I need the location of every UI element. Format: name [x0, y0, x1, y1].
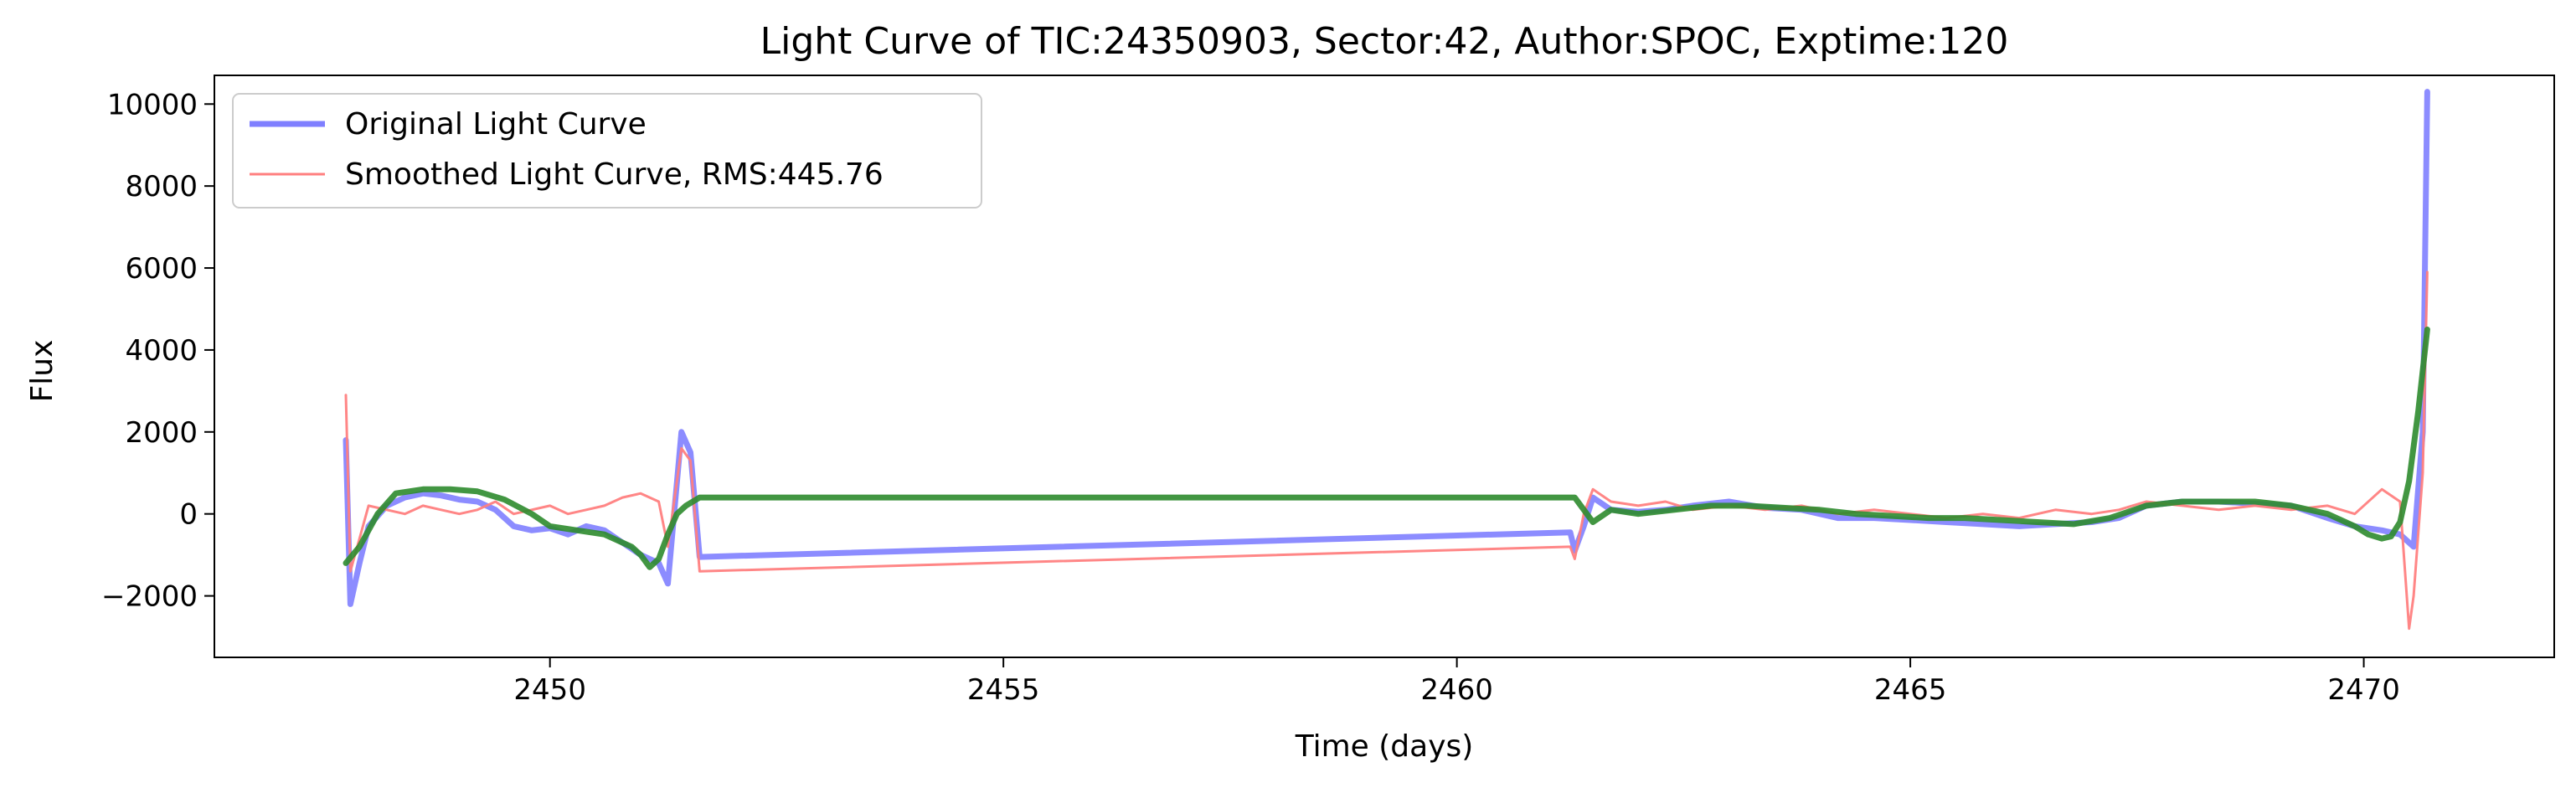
y-axis: −2000 0 2000 4000 6000 8000 10000 — [101, 88, 214, 614]
legend: Original Light Curve Smoothed Light Curve… — [232, 93, 982, 209]
y-tick-label: 8000 — [125, 170, 198, 203]
y-tick-label: 4000 — [125, 334, 198, 368]
y-tick-label: 0 — [179, 498, 198, 532]
x-tick-label: 2465 — [1874, 673, 1947, 707]
series-line-1 — [344, 270, 2429, 631]
series-layer — [343, 89, 2430, 631]
legend-label: Smoothed Light Curve, RMS:445.76 — [345, 157, 884, 192]
x-axis: 2450 2455 2460 2465 2470 — [513, 657, 2400, 707]
y-tick-label: 6000 — [125, 252, 198, 286]
x-tick-label: 2470 — [2327, 673, 2400, 707]
x-tick-label: 2455 — [967, 673, 1040, 707]
plot-frame — [214, 75, 2555, 658]
y-tick-label: −2000 — [101, 580, 198, 614]
x-tick-label: 2450 — [513, 673, 586, 707]
y-tick-label: 10000 — [107, 88, 198, 121]
legend-label: Original Light Curve — [345, 107, 647, 142]
x-tick-label: 2460 — [1420, 673, 1493, 707]
x-axis-label: Time (days) — [1295, 729, 1474, 764]
y-axis-label: Flux — [25, 340, 59, 403]
series-line-2 — [343, 327, 2430, 570]
legend-box — [232, 93, 982, 209]
y-tick-label: 2000 — [125, 416, 198, 450]
chart-title: Light Curve of TIC:24350903, Sector:42, … — [760, 20, 2009, 63]
